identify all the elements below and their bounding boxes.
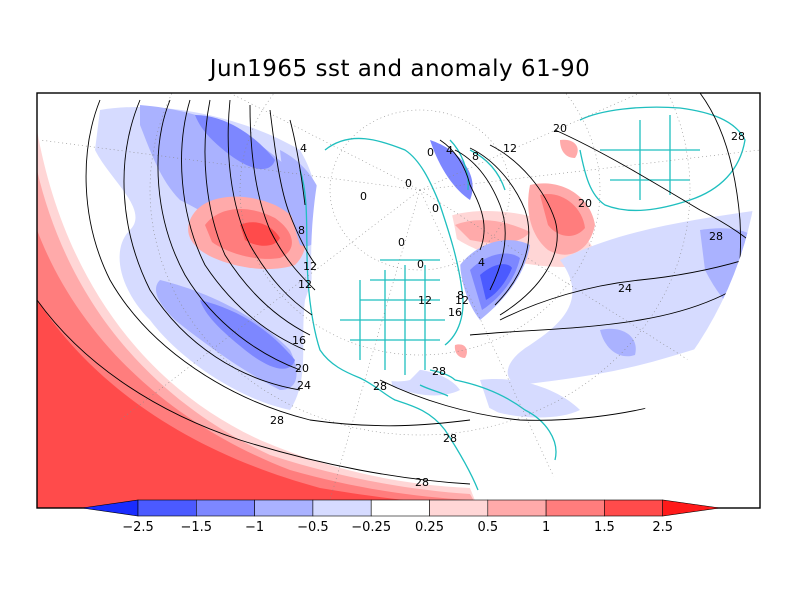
contour-label: 0 — [432, 202, 439, 215]
colorbar-ticks: −2.5 −1.5 −1 −0.5 −0.25 0.25 0.5 1 1.5 2.5 — [122, 520, 673, 535]
colorbar-tick-label: −1.5 — [181, 520, 213, 535]
colorbar-tick-label: −0.25 — [351, 520, 391, 535]
contour-label: 28 — [709, 230, 723, 243]
colorbar-tick-label: 1 — [542, 520, 550, 535]
contour-label: 0 — [417, 258, 424, 271]
contour-label: 24 — [297, 379, 311, 392]
contour-label: 8 — [472, 150, 479, 163]
contour-label: 28 — [731, 130, 745, 143]
contour-label: 28 — [443, 432, 457, 445]
colorbar-box — [545, 499, 605, 517]
contour-label: 12 — [503, 142, 517, 155]
graticule — [39, 93, 760, 501]
colorbar-tick-label: 0.5 — [477, 520, 498, 535]
contour-label: 20 — [553, 122, 567, 135]
colorbar-box — [604, 499, 664, 517]
contour-label: 28 — [432, 365, 446, 378]
contour-label: 20 — [578, 197, 592, 210]
contour-label: 8 — [457, 289, 464, 302]
colorbar-box — [487, 499, 547, 517]
contour-label: 0 — [405, 177, 412, 190]
coastlines — [299, 106, 746, 491]
contour-label: 24 — [618, 282, 632, 295]
map-title: Jun1965 sst and anomaly 61-90 — [209, 56, 591, 82]
colorbar-box — [196, 499, 255, 517]
colorbar-box — [254, 499, 314, 517]
colorbar-min-arrow — [81, 499, 139, 517]
contour-label: 16 — [448, 306, 462, 319]
contour-label: 0 — [398, 236, 405, 249]
contour-label: 12 — [418, 294, 432, 307]
colorbar-boxes — [81, 499, 721, 517]
contour-label: 28 — [373, 380, 387, 393]
contour-label: 4 — [446, 144, 453, 157]
contour-label: 0 — [360, 190, 367, 203]
colorbar-tick-label: −2.5 — [122, 520, 154, 535]
colorbar-tick-label: 1.5 — [594, 520, 615, 535]
colorbar-box — [429, 499, 489, 517]
contour-label: 4 — [300, 142, 307, 155]
contour-label: 12 — [455, 294, 469, 307]
contour-label: 28 — [415, 476, 429, 489]
contour-label: 12 — [298, 278, 312, 291]
contour-label: 0 — [427, 146, 434, 159]
colorbar-tick-label: −1 — [245, 520, 264, 535]
colorbar-box — [137, 499, 197, 517]
contour-label: 28 — [270, 414, 284, 427]
colorbar-tick-label: 2.5 — [652, 520, 673, 535]
colorbar-max-arrow — [662, 499, 721, 517]
contour-label: 16 — [292, 334, 306, 347]
colorbar-box — [312, 499, 372, 517]
contour-label: 12 — [303, 260, 317, 273]
colorbar-box — [370, 499, 430, 517]
contour-label: 8 — [298, 224, 305, 237]
colorbar-tick-label: −0.5 — [297, 520, 329, 535]
contour-label: 4 — [478, 256, 485, 269]
contour-labels: 4 8 12 12 16 20 24 28 28 28 28 0 0 0 0 0… — [270, 122, 745, 489]
colorbar-tick-label: 0.25 — [415, 520, 444, 535]
contour-label: 20 — [295, 362, 309, 375]
